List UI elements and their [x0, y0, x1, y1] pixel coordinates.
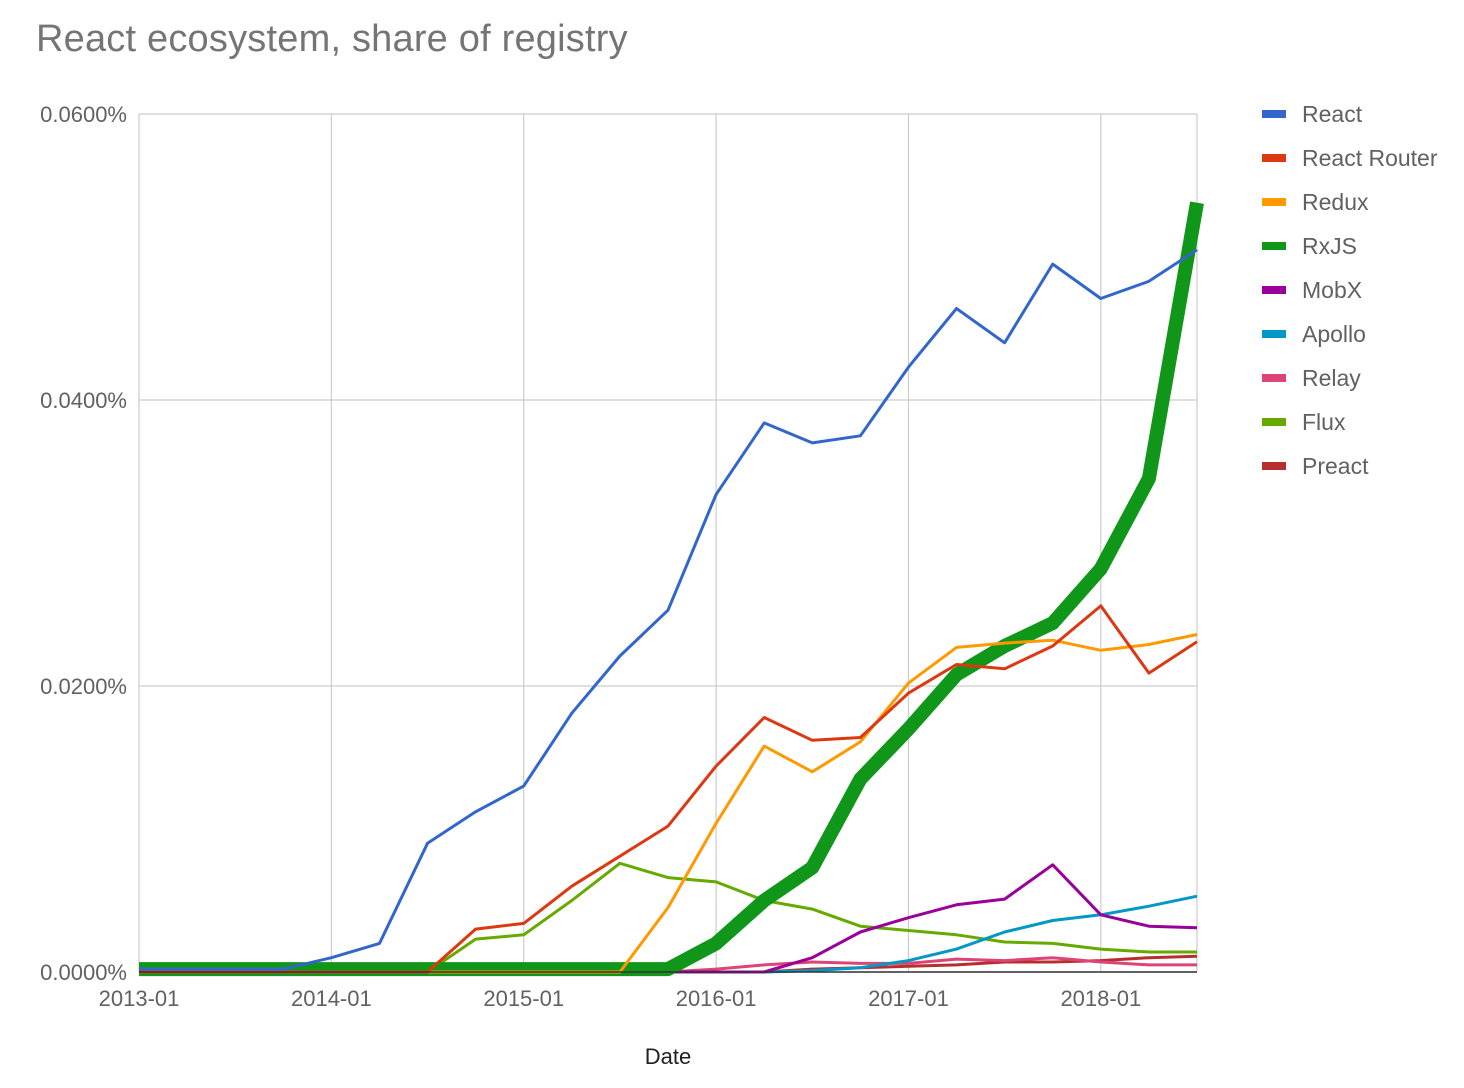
- legend-swatch: [1262, 110, 1286, 118]
- x-tick-label: 2016-01: [676, 986, 757, 1011]
- series-line-redux: [139, 633, 1198, 974]
- chart-title: React ecosystem, share of registry: [36, 18, 628, 60]
- legend-item-preact[interactable]: Preact: [1262, 453, 1369, 479]
- x-tick-label: 2013-01: [99, 986, 180, 1011]
- x-tick-label: 2017-01: [868, 986, 949, 1011]
- legend-label: React Router: [1302, 145, 1438, 171]
- x-tick-label: 2018-01: [1060, 986, 1141, 1011]
- legend-label: Apollo: [1302, 321, 1366, 347]
- legend-swatch: [1262, 418, 1286, 426]
- legend-label: React: [1302, 101, 1363, 127]
- legend-swatch: [1262, 286, 1286, 294]
- y-tick-label: 0.0600%: [40, 102, 127, 127]
- legend-swatch: [1262, 242, 1286, 250]
- legend-label: RxJS: [1302, 233, 1357, 259]
- legend-label: Relay: [1302, 365, 1361, 391]
- legend-item-rxjs[interactable]: RxJS: [1262, 233, 1357, 259]
- legend-item-apollo[interactable]: Apollo: [1262, 321, 1366, 347]
- legend-swatch: [1262, 374, 1286, 382]
- legend-swatch: [1262, 462, 1286, 470]
- series-line-rxjs: [139, 201, 1204, 977]
- y-tick-label: 0.0200%: [40, 674, 127, 699]
- x-tick-label: 2014-01: [291, 986, 372, 1011]
- series-line-mobx: [139, 863, 1198, 974]
- legend-swatch: [1262, 330, 1286, 338]
- legend-swatch: [1262, 154, 1286, 162]
- legend-item-redux[interactable]: Redux: [1262, 189, 1369, 215]
- legend-label: MobX: [1302, 277, 1362, 303]
- legend-swatch: [1262, 198, 1286, 206]
- legend-label: Redux: [1302, 189, 1369, 215]
- legend-item-mobx[interactable]: MobX: [1262, 277, 1362, 303]
- x-axis-title: Date: [645, 1044, 691, 1069]
- series-line-flux: [139, 861, 1197, 974]
- x-tick-label: 2015-01: [483, 986, 564, 1011]
- legend: React React Router Redux RxJS MobX Apollo Rela…: [1262, 101, 1438, 479]
- legend-label: Flux: [1302, 409, 1346, 435]
- series-line-react: [139, 248, 1198, 971]
- legend-label: Preact: [1302, 453, 1369, 479]
- y-tick-label: 0.0400%: [40, 388, 127, 413]
- series-lines: [139, 201, 1204, 977]
- legend-item-flux[interactable]: Flux: [1262, 409, 1346, 435]
- legend-item-react-router[interactable]: React Router: [1262, 145, 1438, 171]
- gridlines: [138, 113, 1198, 973]
- axes: 0.0000% 0.0200% 0.0400% 0.0600% 2013-01 2014-…: [40, 102, 1197, 1011]
- series-line-react-router: [139, 604, 1198, 974]
- legend-item-react[interactable]: React: [1262, 101, 1363, 127]
- y-tick-label: 0.0000%: [40, 960, 127, 985]
- legend-item-relay[interactable]: Relay: [1262, 365, 1361, 391]
